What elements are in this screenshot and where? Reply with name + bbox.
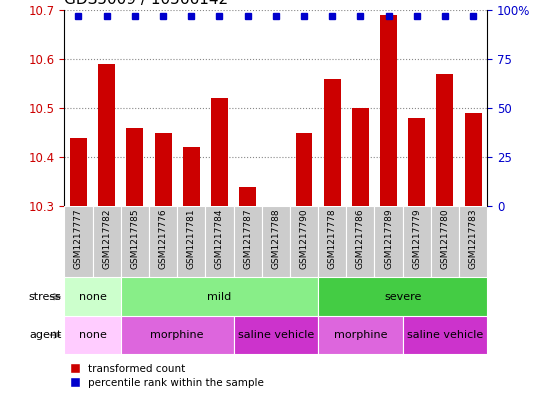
Text: GSM1217789: GSM1217789: [384, 208, 393, 269]
Text: saline vehicle: saline vehicle: [407, 330, 483, 340]
Text: morphine: morphine: [334, 330, 387, 340]
Bar: [121, 277, 318, 316]
Bar: [155, 133, 171, 206]
Bar: [64, 206, 92, 277]
Bar: [177, 206, 206, 277]
Bar: [64, 277, 121, 316]
Bar: [318, 206, 346, 277]
Text: agent: agent: [29, 330, 62, 340]
Text: GDS5009 / 10566142: GDS5009 / 10566142: [64, 0, 228, 7]
Bar: [465, 113, 482, 206]
Bar: [149, 206, 177, 277]
Text: GSM1217780: GSM1217780: [440, 208, 450, 269]
Bar: [211, 98, 228, 206]
Text: GSM1217781: GSM1217781: [186, 208, 196, 269]
Bar: [239, 187, 256, 206]
Text: GSM1217782: GSM1217782: [102, 208, 111, 269]
Legend: transformed count, percentile rank within the sample: transformed count, percentile rank withi…: [69, 364, 264, 388]
Bar: [70, 138, 87, 206]
Bar: [64, 316, 121, 354]
Bar: [121, 206, 149, 277]
Text: morphine: morphine: [151, 330, 204, 340]
Bar: [431, 206, 459, 277]
Bar: [380, 15, 397, 206]
Text: GSM1217779: GSM1217779: [412, 208, 421, 269]
Text: GSM1217785: GSM1217785: [130, 208, 139, 269]
Bar: [436, 73, 454, 206]
Bar: [324, 79, 340, 206]
Bar: [346, 206, 375, 277]
Bar: [183, 147, 200, 206]
Bar: [234, 316, 318, 354]
Text: stress: stress: [29, 292, 62, 302]
Bar: [262, 206, 290, 277]
Text: severe: severe: [384, 292, 421, 302]
Text: saline vehicle: saline vehicle: [237, 330, 314, 340]
Text: GSM1217783: GSM1217783: [469, 208, 478, 269]
Bar: [290, 206, 318, 277]
Text: none: none: [78, 292, 106, 302]
Text: GSM1217790: GSM1217790: [300, 208, 309, 269]
Bar: [92, 206, 121, 277]
Bar: [234, 206, 262, 277]
Bar: [318, 277, 487, 316]
Bar: [127, 128, 143, 206]
Text: GSM1217787: GSM1217787: [243, 208, 252, 269]
Bar: [408, 118, 425, 206]
Bar: [296, 133, 312, 206]
Bar: [403, 316, 487, 354]
Text: GSM1217778: GSM1217778: [328, 208, 337, 269]
Text: GSM1217777: GSM1217777: [74, 208, 83, 269]
Bar: [352, 108, 369, 206]
Bar: [121, 316, 234, 354]
Bar: [206, 206, 234, 277]
Text: GSM1217786: GSM1217786: [356, 208, 365, 269]
Bar: [318, 316, 403, 354]
Text: none: none: [78, 330, 106, 340]
Bar: [98, 64, 115, 206]
Bar: [375, 206, 403, 277]
Bar: [459, 206, 487, 277]
Text: GSM1217784: GSM1217784: [215, 208, 224, 269]
Text: GSM1217776: GSM1217776: [158, 208, 167, 269]
Bar: [403, 206, 431, 277]
Text: mild: mild: [207, 292, 231, 302]
Text: GSM1217788: GSM1217788: [271, 208, 281, 269]
